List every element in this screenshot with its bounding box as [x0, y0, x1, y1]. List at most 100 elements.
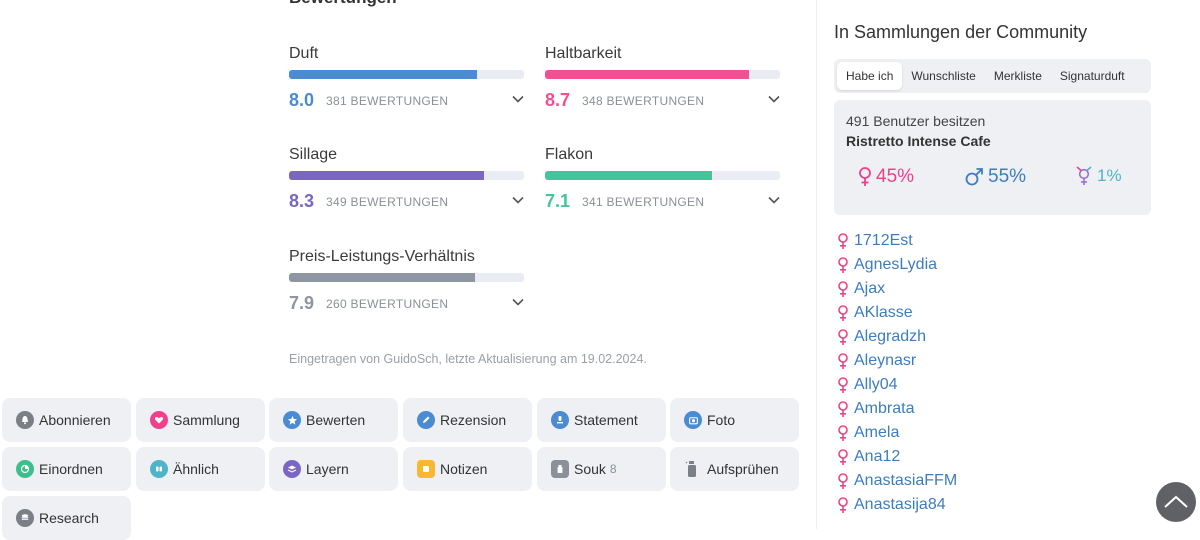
subscribe-button[interactable]: Abonnieren — [2, 398, 131, 442]
rating-count: 381 BEWERTUNGEN — [326, 94, 449, 108]
user-name: AKlasse — [854, 304, 913, 321]
user-list-item[interactable]: Ana12 — [837, 445, 957, 469]
classify-label: Einordnen — [39, 461, 103, 477]
perfume-name: Ristretto Intense Cafe — [846, 133, 991, 149]
photo-label: Foto — [707, 412, 736, 428]
gender-distribution: 45% 55% 1% — [834, 166, 1151, 192]
female-percent: 45% — [876, 166, 915, 187]
rating-count: 348 BEWERTUNGEN — [582, 94, 705, 108]
female-icon — [838, 448, 848, 465]
statement-button[interactable]: Statement — [537, 398, 666, 442]
collection-label: Sammlung — [173, 412, 240, 428]
spray-icon — [684, 460, 702, 478]
note-icon — [417, 460, 435, 478]
photo-button[interactable]: Foto — [670, 398, 799, 442]
female-icon — [838, 328, 848, 345]
notes-button[interactable]: Notizen — [403, 447, 532, 491]
rating-count: 260 BEWERTUNGEN — [326, 297, 449, 311]
rating-preis-leistung: Preis-Leistungs-Verhältnis 7.9 260 BEWER… — [289, 247, 524, 313]
male-percent: 55% — [988, 166, 1027, 187]
chevron-down-icon[interactable] — [511, 92, 525, 106]
statement-label: Statement — [574, 412, 638, 428]
rating-label: Duft — [289, 45, 319, 62]
star-icon — [283, 411, 301, 429]
other-share: 1% — [1075, 166, 1122, 186]
user-list-item[interactable]: Ajax — [837, 277, 957, 301]
spray-button[interactable]: Aufsprühen — [670, 447, 799, 491]
rate-label: Bewerten — [306, 412, 366, 428]
rating-score: 8.3 — [289, 191, 315, 211]
rating-label: Flakon — [545, 146, 594, 163]
chevron-down-icon[interactable] — [511, 295, 525, 309]
female-icon — [838, 496, 848, 513]
tab-signaturduft[interactable]: Signaturduft — [1059, 69, 1125, 83]
user-list-item[interactable]: Ambrata — [837, 397, 957, 421]
research-button[interactable]: Research — [2, 496, 131, 540]
rating-haltbarkeit: Haltbarkeit 8.7 348 BEWERTUNGEN — [545, 44, 780, 110]
layer-button[interactable]: Layern — [269, 447, 398, 491]
ratings-heading: Bewertungen — [289, 0, 397, 8]
female-icon — [838, 280, 848, 297]
tab-wunschliste[interactable]: Wunschliste — [911, 69, 976, 83]
classify-button[interactable]: Einordnen — [2, 447, 131, 491]
collection-button[interactable]: Sammlung — [136, 398, 265, 442]
user-list-item[interactable]: Anastasija84 — [837, 493, 957, 517]
rating-bar — [289, 171, 524, 180]
layers-icon — [283, 460, 301, 478]
user-name: AgnesLydia — [854, 256, 938, 273]
female-icon — [838, 352, 848, 369]
user-list-item[interactable]: Ally04 — [837, 373, 957, 397]
rate-button[interactable]: Bewerten — [269, 398, 398, 442]
user-name: 1712Est — [854, 232, 913, 249]
rating-bar — [545, 171, 780, 180]
rating-sillage: Sillage 8.3 349 BEWERTUNGEN — [289, 145, 524, 211]
female-icon — [838, 424, 848, 441]
subscribe-label: Abonnieren — [39, 412, 111, 428]
scroll-top-button[interactable] — [1156, 482, 1196, 522]
speech-icon — [551, 411, 569, 429]
user-name: Ajax — [854, 280, 886, 297]
user-name: Anastasija84 — [854, 496, 946, 513]
rating-score: 7.1 — [545, 191, 571, 211]
user-name: Aleynasr — [854, 352, 917, 369]
similar-label: Ähnlich — [173, 461, 219, 477]
user-list-item[interactable]: Amela — [837, 421, 957, 445]
review-button[interactable]: Rezension — [403, 398, 532, 442]
user-list-item[interactable]: AgnesLydia — [837, 253, 957, 277]
male-icon — [965, 168, 983, 186]
souk-button[interactable]: Souk 8 — [537, 447, 666, 491]
user-list-item[interactable]: Alegradzh — [837, 325, 957, 349]
research-label: Research — [39, 510, 99, 526]
rating-score: 8.0 — [289, 90, 315, 110]
heart-icon — [150, 411, 168, 429]
similar-icon — [150, 460, 168, 478]
female-share: 45% — [858, 166, 914, 188]
owners-count: 491 Benutzer besitzen — [846, 113, 986, 129]
collection-tabs: Habe ich Wunschliste Merkliste Signaturd… — [834, 59, 1151, 93]
female-icon — [838, 232, 848, 249]
chevron-down-icon[interactable] — [511, 193, 525, 207]
spray-label: Aufsprühen — [707, 461, 779, 477]
pencil-icon — [417, 411, 435, 429]
other-percent: 1% — [1097, 166, 1122, 185]
tab-merkliste[interactable]: Merkliste — [993, 69, 1042, 83]
bell-icon — [16, 411, 34, 429]
rating-bar — [545, 70, 780, 79]
similar-button[interactable]: Ähnlich — [136, 447, 265, 491]
female-icon — [838, 400, 848, 417]
user-list-item[interactable]: AKlasse — [837, 301, 957, 325]
entry-meta: Eingetragen von GuidoSch, letzte Aktuali… — [289, 352, 647, 366]
user-list-item[interactable]: AnastasiaFFM — [837, 469, 957, 493]
chevron-down-icon[interactable] — [767, 92, 781, 106]
user-list-item[interactable]: 1712Est — [837, 229, 957, 253]
rating-duft: Duft 8.0 381 BEWERTUNGEN — [289, 44, 524, 110]
rating-count: 349 BEWERTUNGEN — [326, 195, 449, 209]
chevron-down-icon[interactable] — [767, 193, 781, 207]
user-name: Ambrata — [854, 400, 915, 417]
tab-habe-ich[interactable]: Habe ich — [837, 62, 903, 90]
user-list: 1712Est AgnesLydia Ajax AKlasse Alegradzh Ale… — [837, 229, 957, 517]
layer-label: Layern — [306, 461, 349, 477]
user-list-item[interactable]: Aleynasr — [837, 349, 957, 373]
camera-icon — [684, 411, 702, 429]
female-icon — [838, 376, 848, 393]
